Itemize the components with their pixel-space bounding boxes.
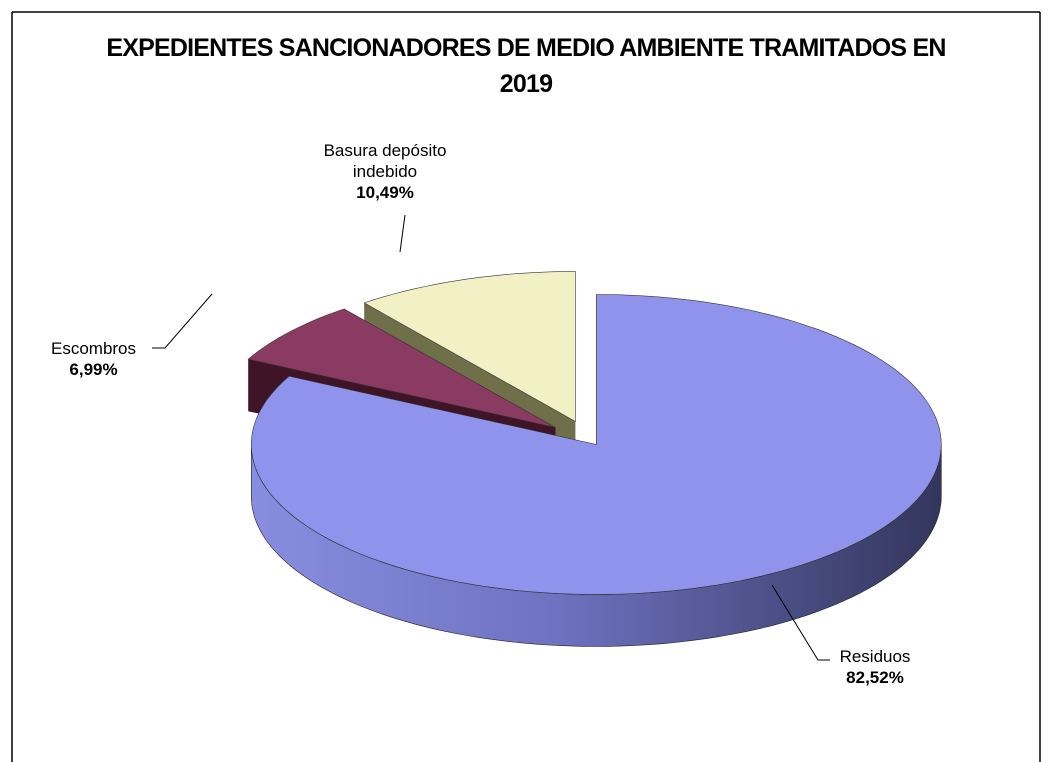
data-label: Residuos 82,52% xyxy=(830,646,920,688)
leader-line xyxy=(399,214,406,253)
slice xyxy=(251,294,942,595)
data-label: Basura depósito indebido 10,49% xyxy=(310,140,460,203)
value-label: 10,49% xyxy=(356,183,414,202)
value-label: 82,52% xyxy=(846,668,904,687)
value-label: 6,99% xyxy=(69,360,118,379)
category-label: Residuos xyxy=(839,647,911,666)
slice xyxy=(363,271,576,423)
category-label: Escombros xyxy=(50,339,137,358)
pie xyxy=(247,271,942,647)
category-label: Basura depósito indebido xyxy=(323,141,447,181)
data-label: Escombros 6,99% xyxy=(36,338,151,380)
leader-line xyxy=(771,584,830,661)
leader-line xyxy=(152,293,213,349)
chart-title: EXPEDIENTES SANCIONADORES DE MEDIO AMBIE… xyxy=(106,34,946,98)
slice xyxy=(247,308,556,428)
